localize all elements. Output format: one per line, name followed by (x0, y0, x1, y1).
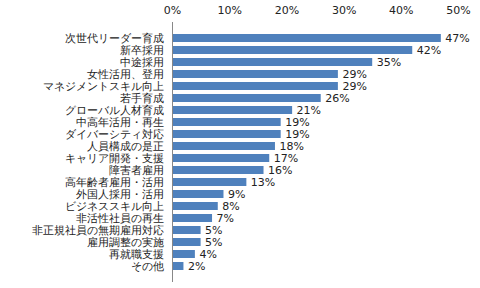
svg-text:高年齢者雇用・活用: 高年齢者雇用・活用 (64, 176, 164, 189)
svg-text:中途採用: 中途採用 (119, 56, 164, 69)
svg-text:7%: 7% (216, 212, 234, 225)
svg-text:マネジメントスキル向上: マネジメントスキル向上 (42, 80, 164, 93)
svg-text:13%: 13% (251, 176, 275, 189)
svg-text:47%: 47% (445, 32, 469, 45)
svg-text:50%: 50% (446, 4, 470, 17)
svg-text:19%: 19% (285, 128, 310, 141)
svg-text:10%: 10% (217, 4, 241, 17)
svg-text:5%: 5% (205, 236, 223, 249)
svg-text:その他: その他 (131, 260, 164, 273)
svg-text:障害者雇用: 障害者雇用 (108, 164, 164, 177)
svg-text:18%: 18% (279, 140, 304, 153)
svg-text:新卒採用: 新卒採用 (119, 44, 164, 57)
svg-text:29%: 29% (342, 68, 367, 81)
svg-text:9%: 9% (228, 188, 246, 201)
svg-text:ダイバーシティ対応: ダイバーシティ対応 (64, 128, 164, 141)
svg-text:外国人採用・活用: 外国人採用・活用 (75, 188, 164, 201)
svg-text:若手育成: 若手育成 (119, 92, 164, 105)
svg-text:ビジネススキル向上: ビジネススキル向上 (64, 200, 164, 213)
svg-text:29%: 29% (342, 80, 367, 93)
svg-text:非正規社員の無期雇用対応: 非正規社員の無期雇用対応 (31, 224, 164, 237)
svg-text:17%: 17% (273, 152, 299, 165)
svg-text:人員構成の是正: 人員構成の是正 (86, 140, 164, 153)
svg-text:40%: 40% (389, 4, 413, 17)
svg-text:グローバル人材育成: グローバル人材育成 (64, 104, 164, 117)
svg-text:次世代リーダー育成: 次世代リーダー育成 (64, 32, 164, 45)
svg-text:4%: 4% (199, 248, 217, 261)
svg-text:19%: 19% (285, 116, 310, 129)
svg-text:30%: 30% (332, 4, 356, 17)
svg-text:雇用調整の実施: 雇用調整の実施 (86, 236, 164, 249)
svg-text:26%: 26% (325, 92, 349, 105)
svg-text:35%: 35% (377, 56, 401, 69)
svg-text:非活性社員の再生: 非活性社員の再生 (75, 212, 164, 225)
svg-text:16%: 16% (268, 164, 293, 177)
svg-text:再就職支援: 再就職支援 (108, 248, 164, 261)
svg-text:中高年活用・再生: 中高年活用・再生 (75, 116, 164, 129)
svg-text:女性活用、登用: 女性活用、登用 (86, 68, 164, 81)
svg-text:0%: 0% (164, 4, 181, 17)
svg-text:キャリア開発・支援: キャリア開発・支援 (64, 152, 164, 165)
svg-text:8%: 8% (222, 200, 240, 213)
svg-text:21%: 21% (296, 104, 322, 117)
svg-text:2%: 2% (188, 260, 205, 273)
svg-text:42%: 42% (417, 44, 441, 57)
svg-text:5%: 5% (205, 224, 223, 237)
svg-text:20%: 20% (275, 4, 299, 17)
